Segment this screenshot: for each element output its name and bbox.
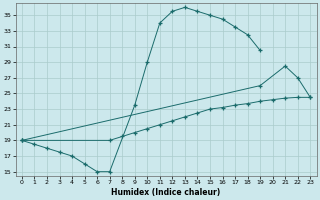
X-axis label: Humidex (Indice chaleur): Humidex (Indice chaleur): [111, 188, 221, 197]
